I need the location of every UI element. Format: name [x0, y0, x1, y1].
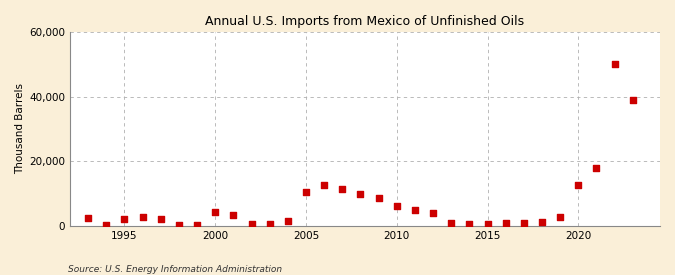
Point — [373, 196, 384, 201]
Point — [500, 221, 511, 225]
Point — [192, 222, 202, 227]
Point — [155, 217, 166, 221]
Point — [282, 219, 293, 224]
Text: Source: U.S. Energy Information Administration: Source: U.S. Energy Information Administ… — [68, 265, 281, 274]
Point — [428, 211, 439, 215]
Point — [137, 215, 148, 219]
Point — [83, 216, 94, 220]
Point — [337, 186, 348, 191]
Point — [101, 223, 112, 227]
Point — [610, 62, 620, 67]
Point — [464, 222, 475, 227]
Point — [573, 182, 584, 187]
Point — [319, 182, 329, 187]
Point — [210, 210, 221, 214]
Point — [265, 222, 275, 226]
Point — [537, 220, 547, 224]
Point — [246, 221, 257, 226]
Point — [627, 98, 638, 102]
Point — [410, 208, 421, 212]
Title: Annual U.S. Imports from Mexico of Unfinished Oils: Annual U.S. Imports from Mexico of Unfin… — [205, 15, 524, 28]
Point — [392, 204, 402, 209]
Point — [446, 221, 457, 226]
Point — [482, 221, 493, 226]
Point — [228, 212, 239, 217]
Point — [591, 166, 602, 170]
Point — [300, 190, 311, 194]
Point — [119, 217, 130, 221]
Point — [555, 215, 566, 219]
Point — [518, 221, 529, 225]
Point — [173, 222, 184, 227]
Y-axis label: Thousand Barrels: Thousand Barrels — [15, 83, 25, 174]
Point — [355, 191, 366, 196]
